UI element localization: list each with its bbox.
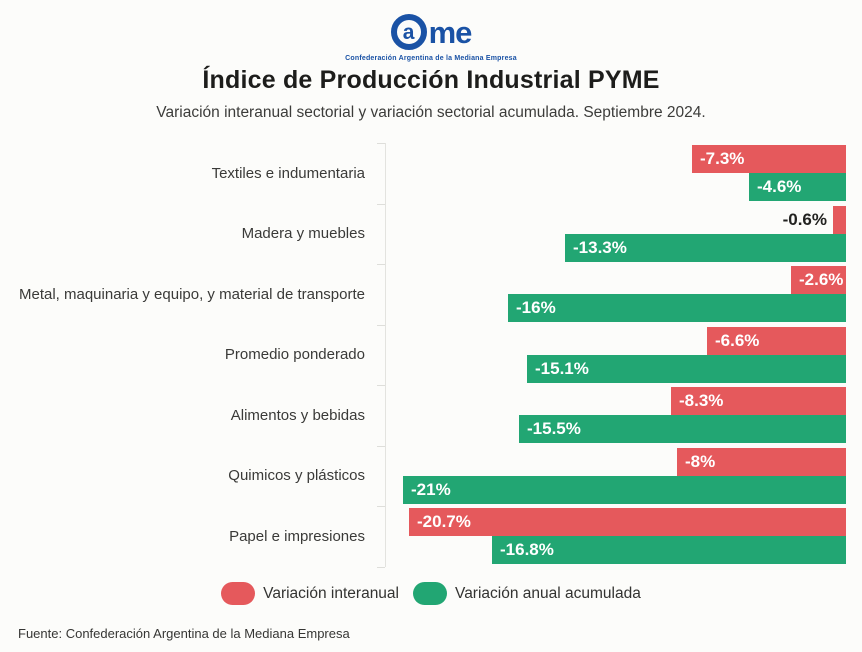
bar-value-label: -20.7% [417,512,471,531]
logo-tagline: Confederación Argentina de la Mediana Em… [345,55,517,62]
chart-row: Alimentos y bebidas -8.3% -15.5% [0,385,862,446]
bar-area: -2.6% -16% [386,264,846,325]
bar-value-label: -13.3% [573,237,627,257]
legend-label-interanual: Variación interanual [263,584,399,602]
bar-area: -8.3% -15.5% [386,385,846,446]
bar-variacion-acumulada: -4.6% [749,173,846,201]
bar-area: -20.7% -16.8% [386,506,846,567]
bar-value-label: -8.3% [679,391,724,410]
category-axis-line [385,143,386,567]
bar-variacion-interanual: -0.6% [783,205,846,234]
axis-tick [377,203,385,205]
bar-area: -0.6% -13.3% [386,204,846,265]
bar-value-label: -8% [685,451,716,471]
category-label: Metal, maquinaria y equipo, y material d… [18,285,365,303]
bar-value-label: -0.6% [782,209,827,229]
bar-value-label: -21% [411,479,451,499]
category-label: Quimicos y plásticos [228,467,365,485]
category-label: Alimentos y bebidas [230,406,365,424]
bar-variacion-interanual: -6.6% [707,326,846,355]
bar-variacion-acumulada: -13.3% [565,233,846,262]
bar-variacion-acumulada: -15.5% [519,415,846,443]
axis-tick [377,506,385,507]
axis-tick [377,566,385,568]
category-label: Promedio ponderado [224,346,365,364]
page-title: Índice de Producción Industrial PYME [202,66,660,94]
bar-variacion-interanual: -8% [677,447,846,476]
came-logo-mark: a me [390,12,473,52]
legend-label-acumulada: Variación anual acumulada [455,584,641,602]
bar-value-label: -16.8% [500,540,554,559]
chart-row: Metal, maquinaria y equipo, y material d… [0,264,862,325]
category-label: Textiles e indumentaria [211,164,365,182]
bar-value-label: -16% [516,298,556,317]
logo: a me Confederación Argentina de la Media… [0,12,862,62]
logo-letter-a: a [402,21,415,44]
axis-tick [377,445,385,447]
bar-area: -8% -21% [386,446,846,507]
bar-value-label: -6.6% [715,330,760,350]
category-label: Papel e impresiones [229,527,365,545]
bar-variacion-interanual: -20.7% [409,508,846,536]
bar-value-label: -15.1% [535,358,589,378]
axis-tick [377,264,385,265]
legend-item-acumulada: Variación anual acumulada [413,582,641,605]
chart-row: Textiles e indumentaria -7.3% -4.6% [0,143,862,204]
legend-swatch-interanual [221,582,256,605]
bar-value-label: -15.5% [527,419,581,438]
chart-row: Promedio ponderado -6.6% -15.1% [0,325,862,386]
chart-row: Quimicos y plásticos -8% -21% [0,446,862,507]
chart-row: Madera y muebles -0.6% -13.3% [0,204,862,265]
legend: Variación interanual Variación anual acu… [0,582,862,605]
source-note: Fuente: Confederación Argentina de la Me… [18,626,350,641]
bar-variacion-interanual: -7.3% [692,145,846,173]
bar-value-label: -2.6% [799,270,844,289]
chart-row: Papel e impresiones -20.7% -16.8% [0,506,862,567]
legend-swatch-acumulada [413,582,447,605]
axis-tick [377,324,385,326]
bar-area: -6.6% -15.1% [386,325,846,386]
axis-tick [377,143,385,144]
bar-area: -7.3% -4.6% [386,143,846,204]
bar-chart: Textiles e indumentaria -7.3% -4.6% Madera … [0,143,862,568]
bar-variacion-acumulada: -15.1% [527,354,846,383]
bar-value-label: -7.3% [700,149,745,168]
page-subtitle: Variación interanual sectorial y variaci… [156,104,706,121]
legend-item-interanual: Variación interanual [221,582,399,605]
bar-variacion-acumulada: -16% [508,294,846,322]
axis-tick [377,385,385,386]
bar-variacion-interanual: -2.6% [791,266,846,294]
bar-variacion-acumulada: -16.8% [492,536,846,564]
logo-c-ring-icon: a [390,14,427,50]
category-label: Madera y muebles [241,225,365,243]
bar-variacion-interanual: -8.3% [671,387,846,415]
bar-variacion-acumulada: -21% [403,475,846,504]
bar-value-label: -4.6% [757,177,802,196]
logo-letters-me: me [428,14,473,50]
